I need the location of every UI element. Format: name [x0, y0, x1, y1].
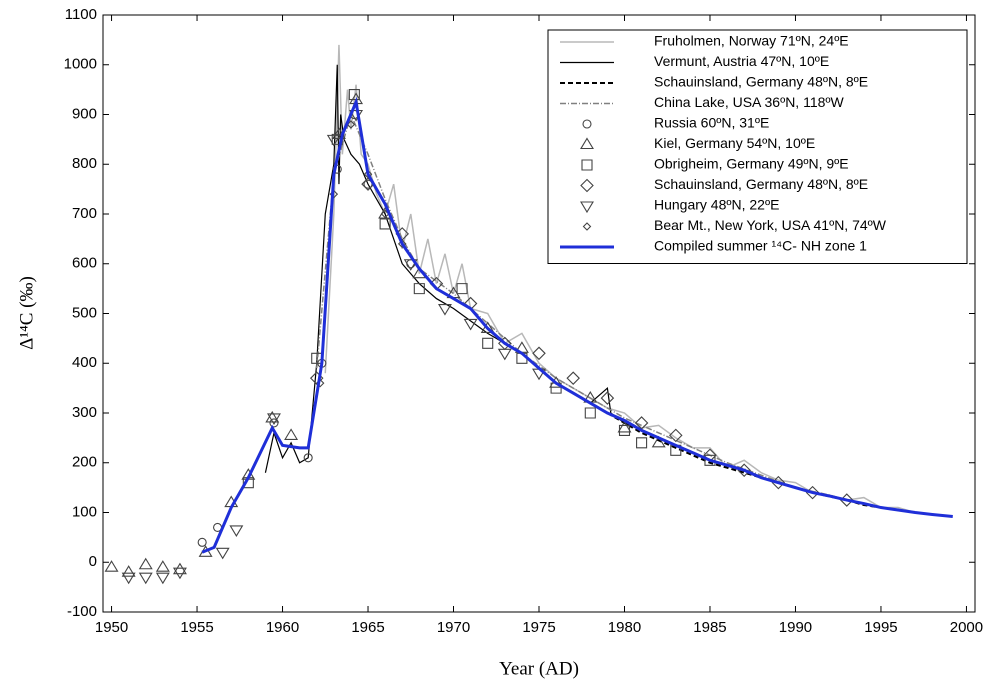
- x-tick-label: 1985: [693, 619, 726, 636]
- data-point: [636, 437, 648, 449]
- x-tick-label: 1955: [180, 619, 213, 636]
- data-point: [215, 547, 230, 560]
- data-point: [403, 259, 418, 271]
- y-tick-label: 500: [72, 304, 97, 321]
- data-point: [397, 239, 407, 249]
- legend-label: Compiled summer ¹⁴C- NH zone 1: [654, 238, 867, 254]
- y-tick-label: 600: [72, 255, 97, 272]
- data-point: [155, 572, 170, 585]
- data-point: [197, 537, 207, 547]
- data-point: [121, 565, 136, 577]
- y-tick-label: 1000: [64, 56, 97, 73]
- x-tick-label: 1965: [351, 619, 384, 636]
- data-point: [600, 391, 615, 405]
- data-point: [229, 525, 244, 537]
- data-point: [617, 420, 632, 433]
- legend-swatch: [580, 201, 594, 214]
- y-tick-label: 700: [72, 205, 97, 222]
- y-tick-label: -100: [67, 603, 97, 620]
- data-point: [138, 557, 153, 570]
- legend-label: Russia 60ºN, 31ºE: [654, 115, 769, 131]
- data-point: [121, 572, 136, 585]
- data-line: [201, 96, 953, 554]
- legend-label: Bear Mt., New York, USA 41ºN, 74ºW: [654, 217, 887, 233]
- legend-label: China Lake, USA 36ºN, 118ºW: [654, 94, 845, 110]
- legend-label: Vermunt, Austria 47ºN, 10ºE: [654, 53, 829, 69]
- legend-label: Fruholmen, Norway 71ºN, 24ºE: [654, 33, 849, 49]
- data-point: [566, 371, 580, 385]
- y-tick-label: 100: [72, 503, 97, 520]
- y-tick-label: 300: [72, 404, 97, 421]
- x-tick-label: 2000: [950, 619, 983, 636]
- data-point: [326, 134, 341, 147]
- data-point: [456, 283, 468, 295]
- x-axis-label: Year (AD): [499, 658, 579, 679]
- legend-label: Obrigheim, Germany 49ºN, 9ºE: [654, 156, 849, 172]
- data-point: [497, 348, 512, 361]
- y-axis-label: Δ¹⁴C (‰): [16, 276, 37, 350]
- data-point: [284, 428, 299, 440]
- y-tick-label: 1100: [65, 6, 97, 23]
- data-point: [651, 435, 666, 448]
- data-point: [303, 453, 313, 463]
- data-point: [172, 567, 187, 580]
- y-tick-label: 800: [72, 155, 97, 172]
- legend-swatch: [581, 159, 593, 171]
- x-tick-label: 1960: [266, 619, 299, 636]
- data-point: [363, 169, 373, 179]
- x-tick-label: 1970: [437, 619, 470, 636]
- data-point: [138, 572, 153, 585]
- x-tick-label: 1995: [864, 619, 897, 636]
- data-point: [413, 283, 425, 295]
- legend-swatch: [582, 119, 592, 129]
- legend-swatch: [582, 222, 592, 231]
- legend-swatch: [580, 178, 594, 193]
- data-point: [104, 560, 119, 572]
- data-point: [532, 346, 546, 361]
- data-point: [331, 133, 343, 145]
- data-point: [348, 89, 360, 101]
- x-tick-label: 1950: [95, 619, 128, 636]
- data-point: [480, 321, 495, 333]
- data-point: [584, 407, 596, 419]
- y-tick-label: 400: [72, 354, 97, 371]
- data-point: [482, 337, 494, 349]
- y-tick-label: 0: [89, 553, 97, 570]
- data-line: [572, 392, 916, 514]
- legend-box: [547, 29, 968, 264]
- x-tick-label: 1990: [779, 619, 812, 636]
- legend-swatch: [580, 137, 594, 150]
- y-tick-label: 900: [72, 105, 97, 122]
- x-tick-label: 1975: [522, 619, 555, 636]
- x-tick-label: 1980: [608, 619, 641, 636]
- data-point: [317, 358, 327, 368]
- legend-label: Schauinsland, Germany 48ºN, 8ºE: [654, 176, 868, 192]
- data-point: [618, 424, 631, 436]
- data-point: [437, 303, 452, 316]
- data-line: [315, 112, 847, 501]
- legend-label: Hungary 48ºN, 22ºE: [654, 197, 779, 213]
- data-point: [704, 454, 716, 466]
- data-point: [669, 428, 683, 443]
- legend-label: Kiel, Germany 54ºN, 10ºE: [654, 135, 815, 151]
- legend-label: Schauinsland, Germany 48ºN, 8ºE: [654, 74, 868, 90]
- data-point: [379, 218, 391, 230]
- data-point: [155, 560, 170, 572]
- data-point: [463, 318, 478, 331]
- y-tick-label: 200: [72, 454, 97, 471]
- data-point: [267, 413, 281, 426]
